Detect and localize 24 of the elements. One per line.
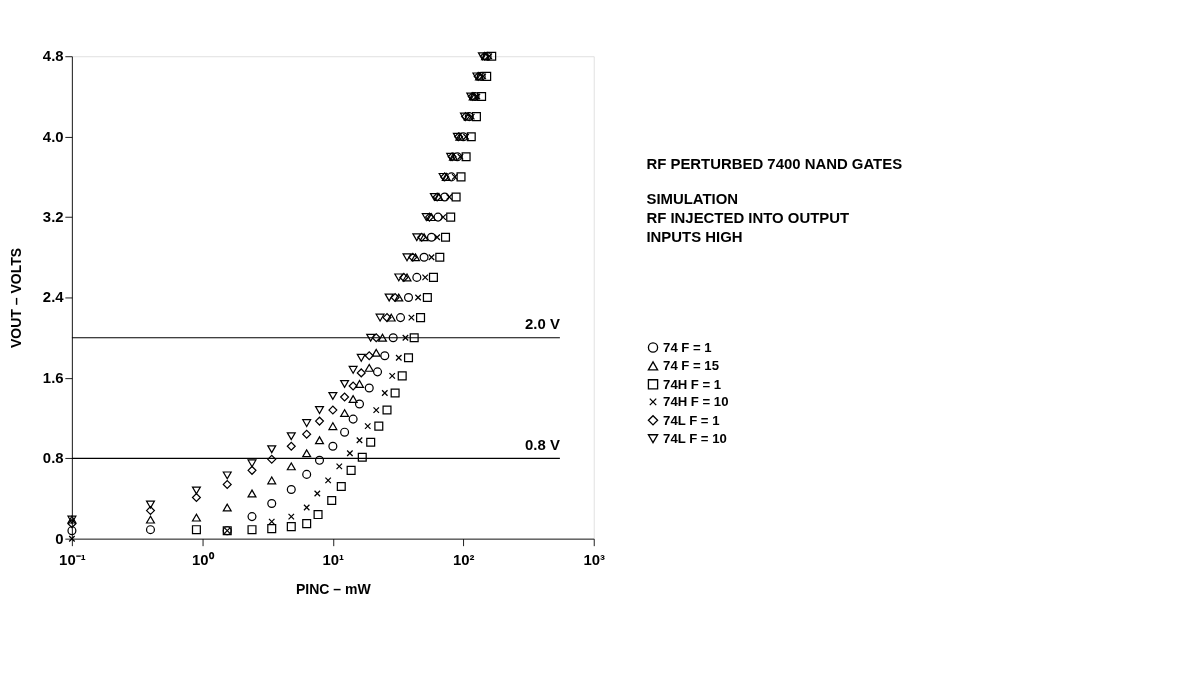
ref-line-label: 2.0 V	[525, 315, 560, 332]
y-axis-title: VOUT – VOLTS	[7, 247, 24, 349]
x-tick-label: 10²	[453, 551, 475, 568]
text: RF PERTURBED 7400 NAND GATES	[646, 156, 903, 173]
legend-label: 74H F = 10	[663, 394, 729, 410]
text: SIMULATION RF INJECTED INTO OUTPUT INPUTS HIGH	[646, 190, 850, 246]
x-tick-label: 10⁰	[192, 551, 215, 568]
y-tick-label: 1.6	[42, 369, 64, 386]
legend-label: 74 F = 15	[663, 358, 719, 374]
x-tick-label: 10³	[583, 551, 606, 568]
y-tick-label: 2.4	[42, 289, 65, 306]
x-tick-label: 10⁻¹	[59, 551, 86, 568]
y-tick-label: 4.0	[42, 128, 64, 145]
legend-label: 74 F = 1	[663, 339, 712, 355]
x-tick-label: 10¹	[322, 551, 345, 568]
legend-label: 74H F = 1	[663, 376, 722, 392]
legend-label: 74L F = 1	[663, 412, 720, 428]
ref-line-label: 0.8 V	[525, 436, 560, 453]
x-axis-title: PINC – mW	[295, 581, 372, 598]
y-tick-label: 3.2	[42, 208, 64, 225]
y-tick-label: 0.8	[42, 450, 64, 467]
y-tick-label: 4.8	[42, 48, 64, 65]
legend-label: 74L F = 10	[663, 431, 727, 447]
y-tick-label: 0	[55, 530, 64, 547]
